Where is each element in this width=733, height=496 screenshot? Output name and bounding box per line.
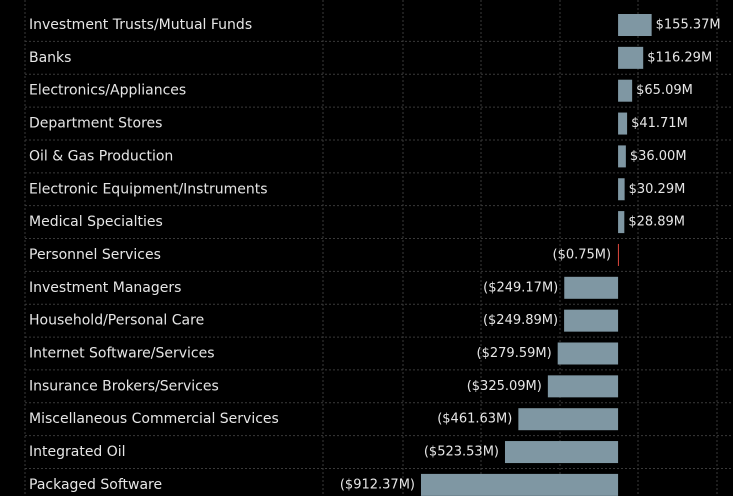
- value-label: ($325.09M): [467, 379, 542, 394]
- bar: [557, 342, 619, 365]
- bar: [618, 112, 628, 135]
- category-label: Internet Software/Services: [29, 346, 215, 362]
- value-label: $28.89M: [628, 215, 685, 230]
- category-label: Oil & Gas Production: [29, 148, 173, 164]
- category-label: Medical Specialties: [29, 214, 163, 230]
- category-label: Electronics/Appliances: [29, 83, 186, 99]
- category-label: Electronic Equipment/Instruments: [29, 181, 268, 197]
- category-label: Integrated Oil: [29, 444, 126, 460]
- value-label: $116.29M: [647, 50, 712, 65]
- category-label: Investment Trusts/Mutual Funds: [29, 17, 252, 33]
- category-label: Investment Managers: [29, 280, 181, 296]
- value-label: ($249.89M): [483, 313, 558, 328]
- category-label: Insurance Brokers/Services: [29, 378, 219, 394]
- bar: [504, 441, 619, 464]
- bar: [547, 375, 619, 398]
- category-label: Packaged Software: [29, 477, 162, 493]
- value-label: $155.37M: [656, 18, 721, 33]
- value-label: ($461.63M): [437, 412, 512, 427]
- bar: [617, 243, 619, 266]
- bar: [518, 408, 619, 431]
- value-label: $41.71M: [631, 116, 688, 131]
- category-label: Banks: [29, 50, 71, 66]
- value-label: ($523.53M): [424, 445, 499, 460]
- bar: [564, 309, 619, 332]
- bar: [618, 145, 626, 168]
- bar: [618, 211, 625, 234]
- value-label: $30.29M: [629, 182, 686, 197]
- value-label: ($279.59M): [477, 346, 552, 361]
- bar: [564, 276, 619, 299]
- bar: [618, 79, 633, 102]
- category-label: Personnel Services: [29, 247, 161, 263]
- bar: [420, 473, 619, 496]
- category-label: Miscellaneous Commercial Services: [29, 411, 279, 427]
- bar: [618, 178, 625, 201]
- bar: [618, 46, 644, 69]
- value-label: $36.00M: [630, 149, 687, 164]
- category-label: Department Stores: [29, 116, 162, 132]
- value-label: ($0.75M): [553, 247, 612, 262]
- value-label: ($912.37M): [340, 477, 415, 492]
- value-label: $65.09M: [636, 83, 693, 98]
- category-label: Household/Personal Care: [29, 313, 204, 329]
- value-label: ($249.17M): [483, 280, 558, 295]
- bar: [618, 14, 652, 36]
